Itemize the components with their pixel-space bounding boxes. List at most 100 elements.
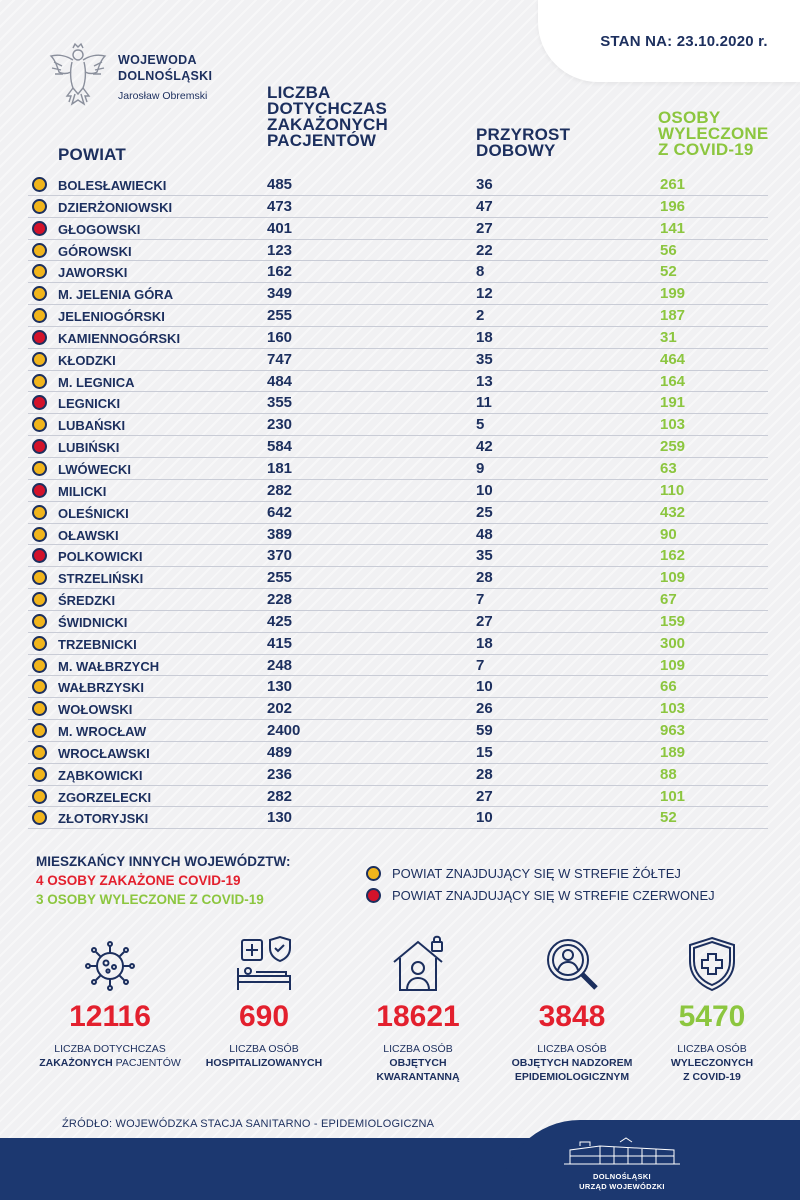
table-row: LWÓWECKI 181 9 63	[28, 458, 768, 480]
header-infected-line: LICZBA	[267, 83, 331, 102]
daily-increase: 12	[476, 285, 493, 303]
legend-item-yellow: POWIAT ZNAJDUJĄCY SIĘ W STREFIE ŻÓŁTEJ	[366, 866, 715, 888]
eagle-emblem-icon	[49, 42, 107, 106]
stat-caption-line: LICZBA DOTYCHCZAS	[54, 1043, 166, 1055]
infected-count: 642	[267, 503, 293, 521]
daily-increase: 27	[476, 612, 493, 630]
yellow-zone-dot-icon	[32, 679, 47, 695]
daily-increase: 27	[476, 219, 493, 237]
yellow-zone-dot-icon	[32, 723, 47, 739]
daily-increase: 35	[476, 350, 493, 368]
yellow-zone-dot-icon	[32, 657, 47, 673]
daily-increase: 11	[476, 394, 492, 412]
infected-count: 747	[267, 350, 293, 368]
red-zone-dot-icon	[366, 888, 381, 903]
table-row: JELENIOGÓRSKI 255 2 187	[28, 305, 768, 327]
table-row: OŁAWSKI 389 48 90	[28, 524, 768, 546]
daily-increase: 28	[476, 765, 493, 783]
yellow-zone-dot-icon	[32, 635, 47, 651]
table-row: GŁOGOWSKI 401 27 141	[28, 218, 768, 240]
powiat-name: GŁOGOWSKI	[58, 221, 141, 237]
stat-caption-bold: EPIDEMIOLOGICZNYM	[514, 1071, 630, 1083]
daily-increase: 22	[476, 241, 493, 259]
table-row: JAWORSKI 162 8 52	[28, 261, 768, 284]
recovered-count: 159	[660, 612, 686, 630]
table-row: TRZEBNICKI 415 18 300	[28, 633, 768, 655]
powiat-name: JELENIOGÓRSKI	[58, 309, 165, 325]
stat-caption-rest: PACJENTÓW	[112, 1057, 181, 1069]
table-row: ŚREDZKI 228 7 67	[28, 589, 768, 611]
table-row: M. WROCŁAW 2400 59 963	[28, 720, 768, 742]
org-title-line1: WOJEWODA	[118, 53, 197, 67]
stat-caption-bold: OBJĘTYCH	[389, 1057, 447, 1069]
stat-value: 12116	[69, 1000, 151, 1033]
powiat-name: MILICKI	[58, 483, 107, 499]
recovered-count: 300	[660, 634, 686, 652]
infected-count: 484	[267, 372, 293, 390]
table-row: ZŁOTORYJSKI 130 10 52	[28, 807, 768, 830]
table-row: M. JELENIA GÓRA 349 12 199	[28, 283, 768, 306]
red-zone-dot-icon	[32, 220, 47, 236]
infected-count: 370	[267, 547, 293, 565]
table-row: OLEŚNICKI 642 25 432	[28, 502, 768, 524]
recovered-count: 103	[660, 700, 686, 718]
daily-increase: 47	[476, 197, 493, 215]
yellow-zone-dot-icon	[32, 744, 47, 760]
powiat-name: STRZELIŃSKI	[58, 571, 144, 587]
other-voivodeships-title: MIESZKAŃCY INNYCH WOJEWÓDZTW:	[36, 854, 291, 869]
recovered-count: 52	[660, 263, 677, 281]
table-row: DZIERŻONIOWSKI 473 47 196	[28, 196, 768, 218]
yellow-zone-dot-icon	[32, 570, 47, 586]
red-zone-dot-icon	[32, 482, 47, 498]
infected-count: 202	[267, 700, 293, 718]
powiat-name: M. WAŁBRZYCH	[58, 658, 160, 674]
recovered-count: 162	[660, 547, 686, 565]
red-zone-dot-icon	[32, 395, 47, 411]
table-row: POLKOWICKI 370 35 162	[28, 545, 768, 568]
hospital-bed-icon	[237, 935, 291, 990]
virus-icon	[85, 941, 135, 991]
table-row: M. WAŁBRZYCH 248 7 109	[28, 655, 768, 677]
table-row: ZĄBKOWICKI 236 28 88	[28, 764, 768, 786]
yellow-zone-dot-icon	[32, 264, 47, 280]
header-recovered-line: OSOBY	[658, 108, 721, 127]
yellow-zone-dot-icon	[32, 592, 47, 608]
legend-item-red: POWIAT ZNAJDUJĄCY SIĘ W STREFIE CZERWONE…	[366, 888, 715, 910]
powiat-name: LWÓWECKI	[58, 461, 131, 477]
stat-caption: LICZBA OSÓB WYLECZONYCH Z COVID-19	[632, 1042, 792, 1084]
yellow-zone-dot-icon	[32, 613, 47, 629]
recovered-count: 191	[660, 394, 686, 412]
table-row: KŁODZKI 747 35 464	[28, 349, 768, 371]
stat-hospitalized: 690 LICZBA OSÓB HOSPITALIZOWANYCH	[184, 934, 344, 1070]
powiat-name: WROCŁAWSKI	[58, 745, 150, 761]
header-daily-line: DOBOWY	[476, 141, 556, 160]
powiat-name: LEGNICKI	[58, 396, 121, 412]
powiat-name: OŁAWSKI	[58, 527, 119, 543]
header-infected-line: ZAKAŻONYCH	[267, 115, 388, 134]
recovered-count: 63	[660, 459, 677, 477]
powiat-name: POLKOWICKI	[58, 549, 143, 565]
recovered-count: 109	[660, 569, 686, 587]
infected-count: 473	[267, 197, 293, 215]
recovered-count: 432	[660, 503, 686, 521]
stat-value: 690	[238, 1000, 290, 1033]
header-infected: LICZBA DOTYCHCZAS ZAKAŻONYCH PACJENTÓW	[267, 83, 388, 149]
table-row: STRZELIŃSKI 255 28 109	[28, 567, 768, 590]
infected-count: 236	[267, 765, 293, 783]
recovered-count: 103	[660, 416, 686, 434]
daily-increase: 9	[476, 459, 485, 477]
powiat-table: BOLESŁAWIECKI 485 36 261 DZIERŻONIOWSKI 473 47…	[28, 174, 768, 830]
office-building-icon	[564, 1137, 680, 1165]
daily-increase: 10	[476, 809, 493, 827]
table-row: KAMIENNOGÓRSKI 160 18 31	[28, 327, 768, 349]
infected-count: 255	[267, 307, 293, 325]
powiat-name: LUBAŃSKI	[58, 418, 126, 434]
red-zone-dot-icon	[32, 329, 47, 345]
stat-caption-line: LICZBA OSÓB	[537, 1043, 607, 1055]
powiat-name: M. LEGNICA	[58, 374, 135, 390]
daily-increase: 10	[476, 481, 493, 499]
recovered-count: 101	[660, 787, 686, 805]
footer-tab	[500, 1120, 800, 1200]
stat-value: 3848	[538, 1000, 606, 1033]
stat-recovered: 5470 LICZBA OSÓB WYLECZONYCH Z COVID-19	[632, 934, 792, 1084]
